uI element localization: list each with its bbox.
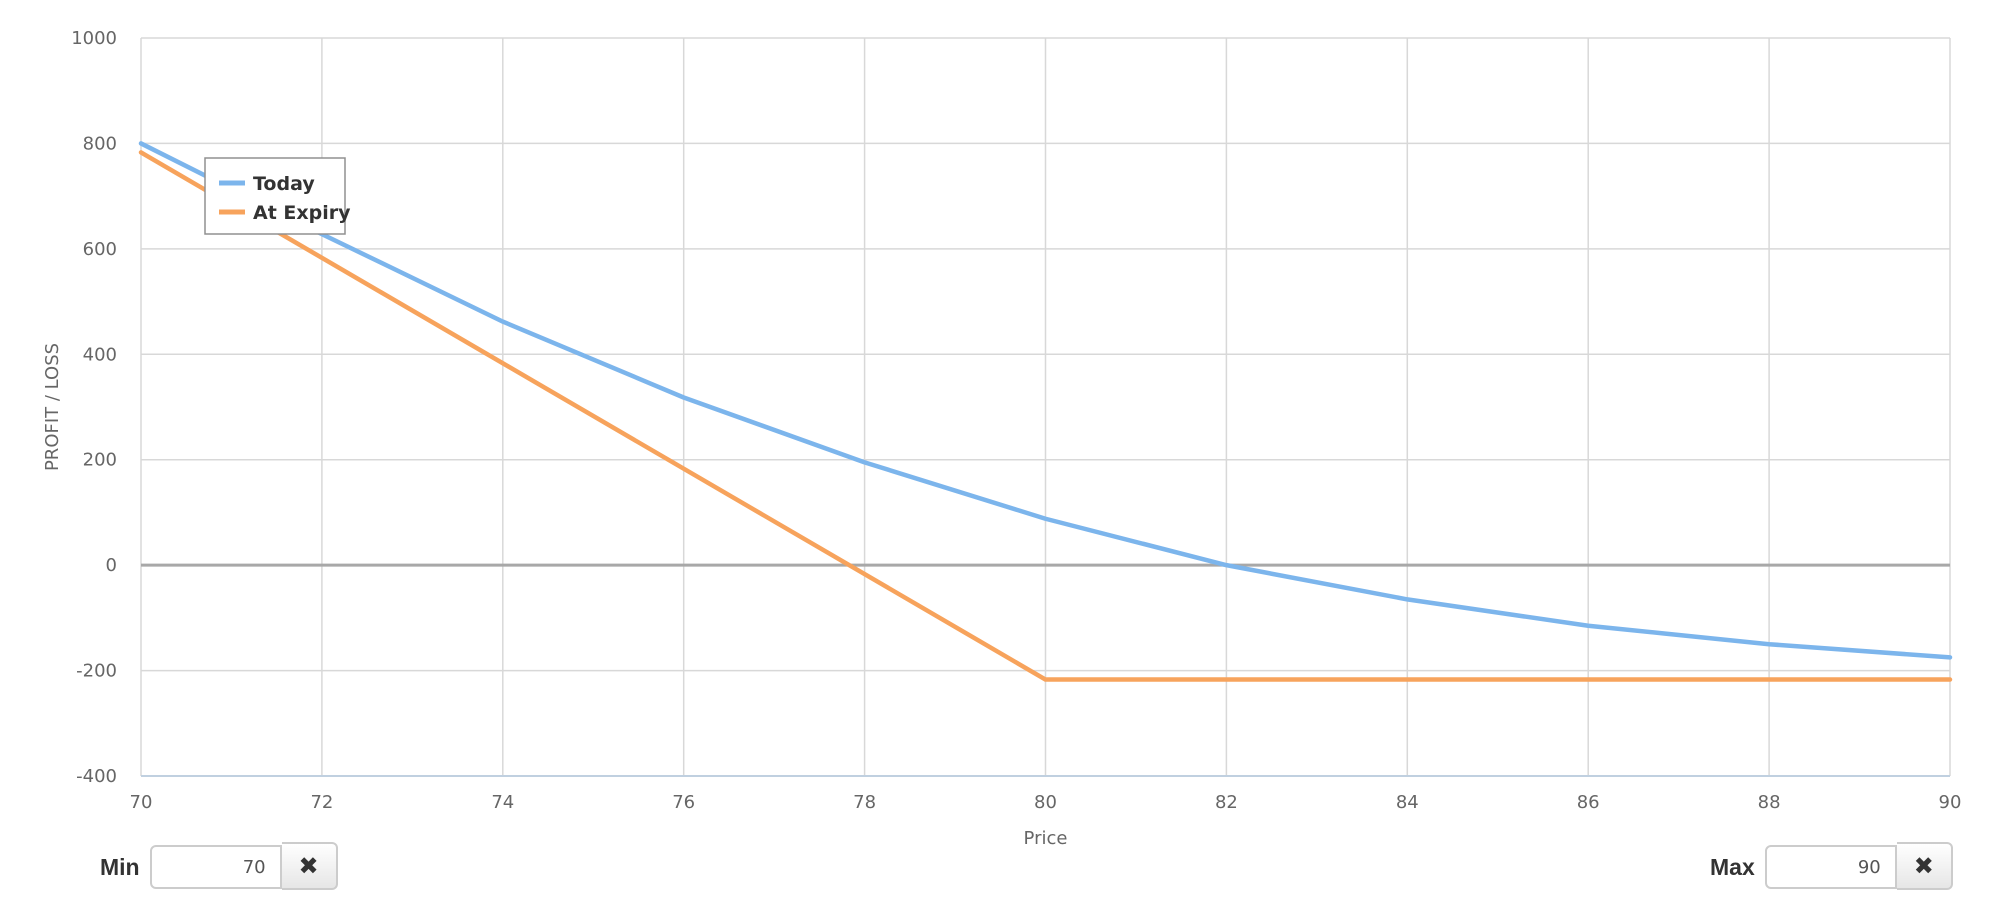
x-tick-label: 90 — [1939, 792, 1962, 813]
series — [138, 141, 1953, 682]
x-tick-label: 74 — [491, 792, 514, 813]
y-tick-label: 200 — [83, 450, 117, 471]
min-clear-button[interactable]: ✖ — [281, 842, 338, 890]
y-tick-label: -200 — [76, 661, 117, 682]
min-label: Min — [100, 853, 140, 880]
min-input[interactable] — [149, 845, 282, 889]
legend[interactable]: Today At Expiry — [204, 157, 351, 235]
x-tick-label: 80 — [1034, 792, 1057, 813]
legend-item-today[interactable]: Today — [253, 173, 315, 195]
x-tick-label: 76 — [672, 792, 695, 813]
y-tick-label: 1000 — [71, 28, 117, 49]
min-range-control: Min ✖ — [100, 842, 338, 892]
legend-box — [204, 157, 346, 235]
x-tick-label: 78 — [853, 792, 876, 813]
series-line-at-expiry[interactable] — [138, 150, 1953, 682]
y-axis-title: PROFIT / LOSS — [42, 343, 63, 471]
x-tick-label: 70 — [130, 792, 153, 813]
x-tick-label: 86 — [1577, 792, 1600, 813]
series-line-today[interactable] — [138, 141, 1953, 660]
grid — [140, 37, 1951, 777]
x-axis-title: Price — [1024, 828, 1068, 849]
axes: 70 72 74 76 78 80 82 84 86 88 90 -400 -200 0 200 400 600… — [42, 28, 1961, 849]
y-tick-label: -400 — [76, 766, 117, 787]
x-tick-label: 82 — [1215, 792, 1238, 813]
close-icon: ✖ — [1913, 852, 1934, 880]
y-tick-label: 800 — [83, 133, 117, 154]
y-tick-label: 600 — [83, 239, 117, 260]
legend-item-at-expiry[interactable]: At Expiry — [253, 202, 351, 224]
y-tick-label: 0 — [106, 555, 117, 576]
x-tick-label: 72 — [310, 792, 333, 813]
max-clear-button[interactable]: ✖ — [1896, 842, 1953, 890]
y-tick-label: 400 — [83, 344, 117, 365]
x-tick-label: 84 — [1396, 792, 1419, 813]
max-range-control: Max ✖ — [1710, 842, 1953, 892]
max-label: Max — [1710, 853, 1755, 880]
close-icon: ✖ — [298, 852, 319, 880]
x-tick-label: 88 — [1758, 792, 1781, 813]
max-input[interactable] — [1764, 845, 1897, 889]
